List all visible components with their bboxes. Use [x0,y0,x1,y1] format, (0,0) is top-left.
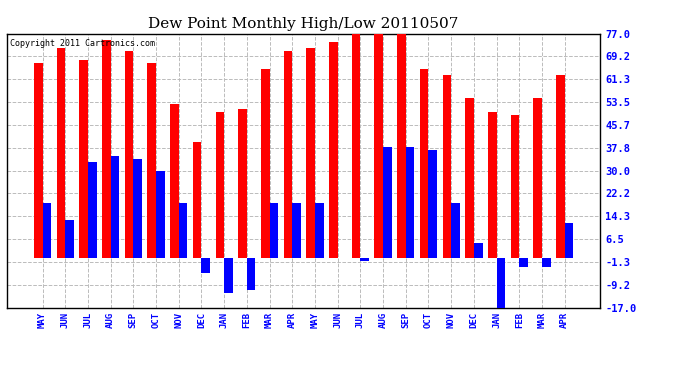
Bar [556,75,564,258]
Bar [533,98,542,258]
Bar [315,202,324,258]
Bar [465,98,474,258]
Bar [564,223,573,258]
Bar [352,34,360,258]
Bar [293,202,301,258]
Bar [428,150,437,258]
Bar [360,258,369,261]
Bar [451,202,460,258]
Bar [383,147,392,258]
Bar [201,258,210,273]
Bar [179,202,188,258]
Bar [224,258,233,293]
Bar [329,42,337,258]
Bar [284,51,293,258]
Bar [156,171,165,258]
Bar [270,202,278,258]
Bar [148,63,156,258]
Bar [79,60,88,258]
Text: Copyright 2011 Cartronics.com: Copyright 2011 Cartronics.com [10,39,155,48]
Bar [420,69,428,258]
Bar [102,40,110,258]
Bar [247,258,255,290]
Bar [442,75,451,258]
Bar [520,258,528,267]
Bar [110,156,119,258]
Bar [497,258,505,310]
Bar [215,112,224,258]
Bar [57,48,65,258]
Bar [474,243,482,258]
Bar [238,110,247,258]
Bar [375,31,383,258]
Bar [542,258,551,267]
Bar [125,51,133,258]
Bar [34,63,43,258]
Bar [170,104,179,258]
Bar [193,141,201,258]
Bar [43,202,51,258]
Bar [406,147,415,258]
Bar [65,220,74,258]
Bar [397,34,406,258]
Bar [488,112,497,258]
Bar [88,162,97,258]
Bar [133,159,142,258]
Bar [261,69,270,258]
Bar [511,115,520,258]
Bar [306,48,315,258]
Title: Dew Point Monthly High/Low 20110507: Dew Point Monthly High/Low 20110507 [148,17,459,31]
